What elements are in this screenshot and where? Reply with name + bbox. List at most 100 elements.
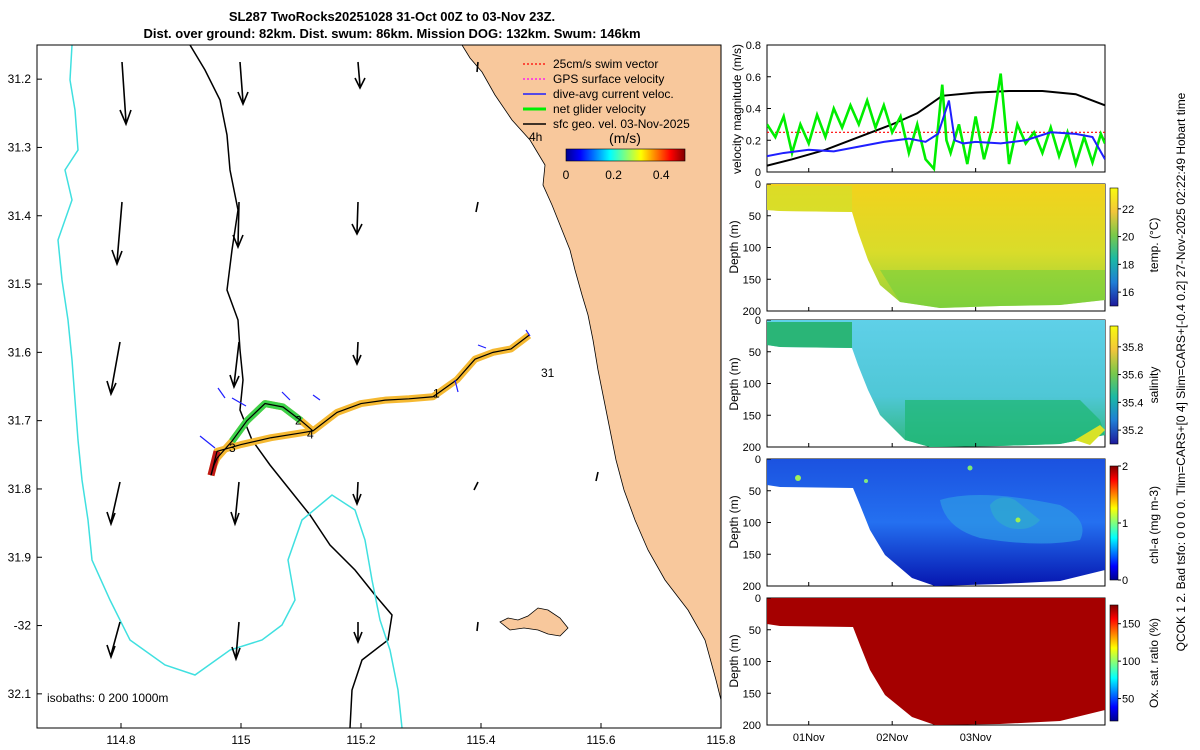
salinity-panel <box>766 319 1106 448</box>
depth-tick-label: 0 <box>755 315 761 327</box>
depth-tick-label: 100 <box>743 379 761 391</box>
speed-colorbar <box>565 148 686 162</box>
isobath-label: isobaths: 0 200 1000m <box>47 691 168 705</box>
temp-depth-label: Depth (m) <box>727 220 741 273</box>
map-x-ticks: 114.8 115 115.2 115.4 115.6 115.8 <box>106 723 736 747</box>
temp-colorbar-label: temp. (°C) <box>1147 218 1161 273</box>
geostrophic-arrows <box>106 61 599 662</box>
land-mass <box>461 45 721 701</box>
map-frame <box>36 44 722 729</box>
track-labels: 31 1 2 3 4 <box>229 366 555 455</box>
depth-tick-label: 100 <box>743 243 761 255</box>
speed-colorbar-tick: 0.2 <box>605 168 622 182</box>
section-x-ticks: 01Nov 02Nov 03Nov <box>793 168 992 744</box>
colorbar-tick-label: 35.8 <box>1122 342 1143 354</box>
map-y-tick-label: 31.3 <box>8 140 32 154</box>
map-y-tick-label: 31.5 <box>8 277 32 291</box>
date-tick-label: 01Nov <box>793 732 825 744</box>
depth-tick-label: 200 <box>743 306 761 318</box>
title-line-1: SL287 TwoRocks20251028 31-Oct 00Z to 03-… <box>229 9 555 24</box>
legend-swim-vector: 25cm/s swim vector <box>553 57 658 71</box>
date-tick-label: 03Nov <box>960 732 992 744</box>
depth-tick-label: 100 <box>743 657 761 669</box>
velocity-y-tick-label: 0.8 <box>746 40 761 52</box>
colorbar-tick-label: 2 <box>1122 461 1128 473</box>
section-y-ticks: 0501001502000501001502000501001502000501… <box>743 179 771 732</box>
oxy-colorbar <box>1109 604 1119 722</box>
track-label-1: 1 <box>433 386 440 400</box>
map-x-tick-label: 115.2 <box>346 733 375 747</box>
map-x-tick-label: 115.6 <box>586 733 615 747</box>
legend-dive-current: dive-avg current veloc. <box>553 87 674 101</box>
colorbar-tick-label: 100 <box>1122 656 1140 668</box>
map-y-tick-label: 31.9 <box>8 550 32 564</box>
rottnest-island <box>499 607 569 637</box>
series-current <box>767 100 1105 160</box>
depth-tick-label: 150 <box>743 410 761 422</box>
map-x-tick-label: 115.4 <box>466 733 495 747</box>
dive-current-vectors <box>199 329 531 449</box>
depth-tick-label: 0 <box>755 593 761 605</box>
map-y-tick-label: 31.6 <box>8 345 32 359</box>
track-label-4: 4 <box>307 427 314 441</box>
colorbar-tick-label: 20 <box>1122 232 1134 244</box>
depth-tick-label: 50 <box>749 211 761 223</box>
chla-colorbar-label: chl-a (mg m-3) <box>1147 486 1161 564</box>
colorbar-tick-label: 50 <box>1122 694 1134 706</box>
depth-tick-label: 0 <box>755 179 761 191</box>
track-label-31: 31 <box>541 366 555 380</box>
temp-colorbar <box>1109 187 1119 307</box>
speed-colorbar-tick: 0 <box>563 168 570 182</box>
colorbar-tick-label: 150 <box>1122 619 1140 631</box>
map-y-tick-label: 31.2 <box>8 72 32 86</box>
isobath-1000 <box>57 45 403 728</box>
chla-colorbar <box>1109 465 1119 581</box>
sal-depth-label: Depth (m) <box>727 357 741 410</box>
map-panel: 31 1 2 3 4 <box>37 45 721 728</box>
oxygen-panel <box>766 597 1106 726</box>
map-x-tick-label: 115 <box>231 733 250 747</box>
glider-track <box>210 334 530 476</box>
speed-colorbar-tick: 0.4 <box>653 168 670 182</box>
colorbar-tick-label: 1 <box>1122 518 1128 530</box>
date-tick-label: 02Nov <box>876 732 908 744</box>
colorbar-tick-label: 35.4 <box>1122 397 1143 409</box>
map-y-tick-label: 31.8 <box>8 482 32 496</box>
map-legend: 25cm/s swim vector GPS surface velocity … <box>523 57 690 182</box>
colorbar-tick-label: 18 <box>1122 259 1134 271</box>
colorbar-tick-label: 22 <box>1122 204 1134 216</box>
depth-tick-label: 50 <box>749 347 761 359</box>
legend-scale-4h: 4h <box>529 130 542 144</box>
map-y-tick-label: 31.7 <box>8 414 32 428</box>
colorbar-tick-label: 16 <box>1122 287 1134 299</box>
glider-track-return <box>210 430 314 476</box>
velocity-y-ticks: 0 0.2 0.4 0.6 0.8 <box>746 40 771 179</box>
colorbar-tick-label: 0 <box>1122 575 1128 587</box>
velocity-ylabel: velocity magnitude (m/s) <box>730 44 744 174</box>
track-label-2: 2 <box>295 414 302 428</box>
series-net <box>767 73 1105 172</box>
map-x-tick-label: 114.8 <box>106 733 135 747</box>
colorbar-tick-label: 35.6 <box>1122 370 1143 382</box>
map-y-tick-label: -32 <box>14 619 32 633</box>
depth-tick-label: 100 <box>743 518 761 530</box>
map-x-tick-label: 115.8 <box>706 733 735 747</box>
map-y-tick-label: 32.1 <box>8 687 32 701</box>
velocity-y-tick-label: 0.6 <box>746 72 761 84</box>
colorbar-ticks: 16 18 20 22 35.2 35.4 35.6 35.8 0 1 2 50 100 150 <box>1118 204 1143 706</box>
temperature-panel <box>766 183 1106 312</box>
track-label-3: 3 <box>229 441 236 455</box>
title-line-2: Dist. over ground: 82km. Dist. swum: 86k… <box>143 26 640 41</box>
map-y-ticks: 31.2 31.3 31.4 31.5 31.6 31.7 31.8 31.9 -32 32.1 <box>8 72 42 701</box>
legend-sfc-geo: sfc geo. vel. 03-Nov-2025 <box>553 117 690 131</box>
depth-tick-label: 150 <box>743 274 761 286</box>
depth-tick-label: 150 <box>743 688 761 700</box>
velocity-y-tick-label: 0.2 <box>746 135 761 147</box>
depth-tick-label: 50 <box>749 486 761 498</box>
oxy-colorbar-label: Ox. sat. ratio (%) <box>1147 618 1161 708</box>
depth-tick-label: 200 <box>743 581 761 593</box>
velocity-y-tick-label: 0 <box>755 167 761 179</box>
legend-net-glider: net glider velocity <box>553 102 646 116</box>
colorbar-units: (m/s) <box>609 130 641 146</box>
depth-tick-label: 200 <box>743 720 761 732</box>
